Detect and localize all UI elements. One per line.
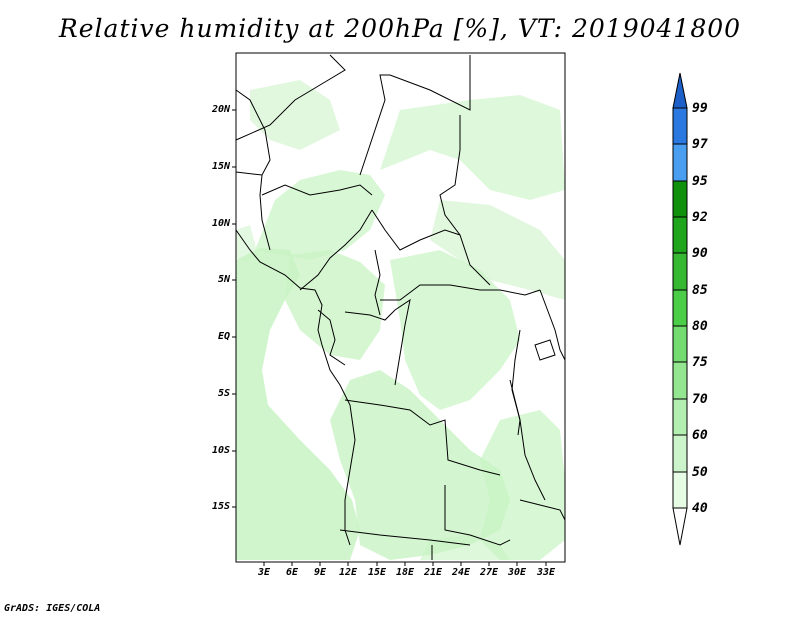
colorbar-label: 60 xyxy=(692,428,708,443)
colorbar-segment-92-95 xyxy=(672,180,688,218)
humidity-patch-nigeria xyxy=(255,170,385,260)
colorbar-segment-85-90 xyxy=(672,252,688,291)
colorbar-segment-95-97 xyxy=(672,143,688,182)
lon-label: 24E xyxy=(451,567,471,578)
colorbar-segment-97-99 xyxy=(672,107,688,145)
humidity-patch-gabon xyxy=(285,250,385,360)
colorbar-segment-75-80 xyxy=(672,325,688,363)
humidity-patch-angola xyxy=(330,370,510,560)
humidity-patch-west-coast xyxy=(236,248,360,560)
colorbar-label: 92 xyxy=(692,210,708,225)
border-cameroon-car xyxy=(374,249,381,316)
lon-label: 15E xyxy=(367,567,387,578)
lon-label: 21E xyxy=(423,567,443,578)
colorbar-segment-40-50 xyxy=(672,471,688,509)
humidity-patch-west-small xyxy=(236,225,258,262)
colorbar-label: 97 xyxy=(692,137,708,152)
chart-title: Relative humidity at 200hPa [%], VT: 201… xyxy=(58,14,742,43)
lon-label: 18E xyxy=(395,567,415,578)
border-libya-chad xyxy=(359,55,471,176)
lat-label: 5S xyxy=(217,388,230,399)
coastline-west-africa xyxy=(235,229,356,546)
humidity-patch-north-band xyxy=(250,80,340,150)
colorbar-label: 95 xyxy=(692,174,708,189)
colorbar-segment-90-92 xyxy=(672,216,688,254)
border-mali-niger xyxy=(235,89,271,176)
lon-ticks xyxy=(263,562,547,566)
border-chad-sudan xyxy=(439,115,491,286)
colorbar-segment-70-75 xyxy=(672,361,688,400)
lon-label: 27E xyxy=(479,567,499,578)
colorbar-label: 85 xyxy=(692,283,708,298)
lat-label: 10S xyxy=(211,445,230,456)
border-car-drc xyxy=(380,284,541,301)
border-nigeria-cameroon xyxy=(299,209,373,291)
lake-tanganyika xyxy=(509,379,521,436)
colorbar-top-arrow xyxy=(672,72,688,109)
border-drc-angola xyxy=(344,399,501,476)
lon-label: 9E xyxy=(313,567,327,578)
lat-label: EQ xyxy=(217,331,230,342)
map-borders xyxy=(235,54,566,560)
colorbar-label: 50 xyxy=(692,465,708,480)
lat-label: 15N xyxy=(211,161,230,172)
colorbar-label: 75 xyxy=(692,355,708,370)
colorbar-segment-50-60 xyxy=(672,434,688,473)
lon-label: 33E xyxy=(536,567,556,578)
border-gabon xyxy=(317,309,346,366)
border-chad-car xyxy=(371,209,461,251)
border-congo xyxy=(344,298,411,386)
humidity-patch-northeast xyxy=(380,95,565,200)
colorbar-label: 70 xyxy=(692,392,708,407)
border-angola-zambia xyxy=(444,485,511,546)
lon-label: 6E xyxy=(285,567,299,578)
colorbar-label: 40 xyxy=(692,501,708,516)
lat-label: 10N xyxy=(211,218,230,229)
map-frame xyxy=(235,52,566,563)
lon-label: 3E xyxy=(257,567,271,578)
lat-label: 20N xyxy=(211,104,230,115)
border-angola-namibia xyxy=(339,529,471,546)
border-east-frontier xyxy=(539,289,566,361)
colorbar-label: 99 xyxy=(692,101,708,116)
colorbar xyxy=(672,72,688,546)
colorbar-segment-60-70 xyxy=(672,398,688,436)
humidity-patch-southeast xyxy=(480,410,565,560)
lat-ticks xyxy=(232,109,236,508)
border-niger-nigeria xyxy=(261,184,373,196)
grads-credit: GrADS: IGES/COLA xyxy=(4,603,101,614)
border-algeria-niger xyxy=(235,54,346,141)
lon-label: 30E xyxy=(507,567,527,578)
lon-label: 12E xyxy=(338,567,358,578)
humidity-fill-layer xyxy=(236,80,565,560)
colorbar-bottom-arrow xyxy=(672,507,688,546)
colorbar-label: 80 xyxy=(692,319,708,334)
lake-victoria xyxy=(534,339,556,361)
border-zambia-malawi xyxy=(519,499,566,521)
humidity-patch-east-band xyxy=(430,200,565,300)
lat-label: 15S xyxy=(211,501,230,512)
colorbar-segment-80-85 xyxy=(672,289,688,327)
border-ghana-togo xyxy=(259,174,271,251)
lat-label: 5N xyxy=(217,274,230,285)
colorbar-label: 90 xyxy=(692,246,708,261)
